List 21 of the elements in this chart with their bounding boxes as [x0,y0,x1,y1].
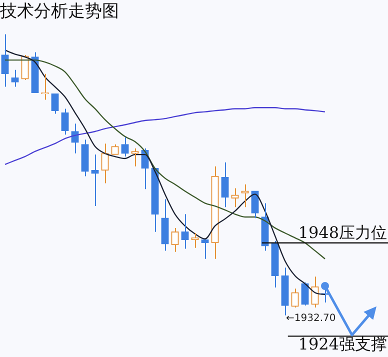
candlestick [231,188,239,208]
candlestick [121,136,129,158]
ref-line-label: 1948压力位 [298,223,387,242]
candlestick [61,108,69,136]
candlestick [181,214,189,250]
candlestick [81,139,89,177]
candlestick [221,162,229,208]
candlestick [21,54,29,81]
candlestick [71,123,79,154]
candlestick [11,69,19,88]
candlestick [91,154,99,207]
chart-title: 技术分析走势图 [0,2,119,22]
candlestick [101,143,109,184]
candlestick [311,276,319,308]
annotation: ←1932.70 [286,312,336,324]
candlestick [1,34,9,88]
candlestick [131,148,139,167]
candlestick [171,227,179,252]
ref-line-label: 1924强支撑 [298,334,387,354]
candlestick [211,166,219,260]
candlestick [161,198,169,252]
